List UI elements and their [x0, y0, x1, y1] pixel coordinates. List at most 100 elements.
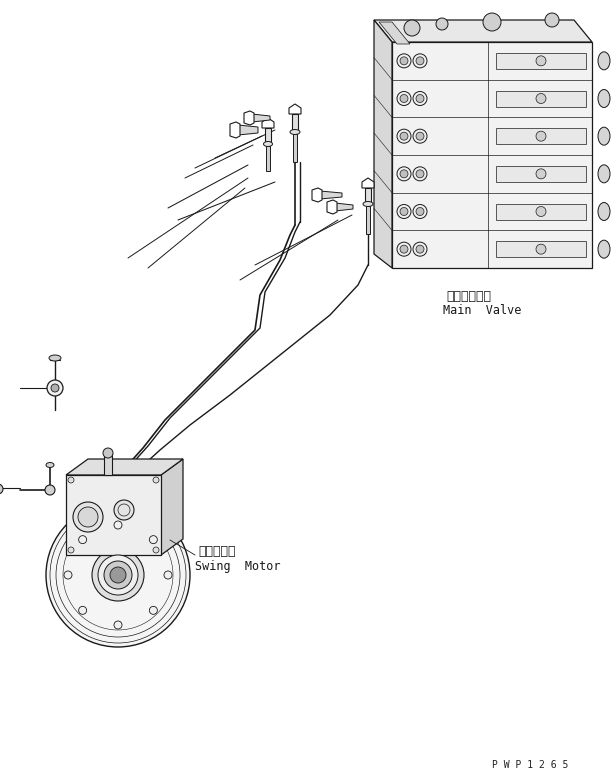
Circle shape	[92, 549, 144, 601]
Circle shape	[400, 207, 408, 215]
Circle shape	[153, 547, 159, 553]
Circle shape	[78, 507, 98, 527]
Polygon shape	[238, 125, 258, 135]
Circle shape	[51, 384, 59, 392]
Circle shape	[98, 555, 138, 595]
Circle shape	[150, 606, 158, 615]
Polygon shape	[292, 114, 298, 130]
Polygon shape	[161, 459, 183, 555]
Circle shape	[46, 503, 190, 647]
Circle shape	[413, 129, 427, 143]
Polygon shape	[312, 188, 322, 202]
Circle shape	[536, 93, 546, 103]
Polygon shape	[262, 118, 274, 128]
Circle shape	[545, 13, 559, 27]
Circle shape	[416, 132, 424, 140]
Polygon shape	[230, 122, 240, 138]
Circle shape	[413, 242, 427, 256]
Circle shape	[73, 502, 103, 532]
Circle shape	[404, 20, 420, 36]
Text: 旋回モータ: 旋回モータ	[198, 545, 235, 558]
Circle shape	[536, 169, 546, 179]
Ellipse shape	[264, 142, 273, 146]
Circle shape	[397, 242, 411, 256]
Bar	[266, 146, 270, 171]
Polygon shape	[66, 459, 183, 475]
Circle shape	[397, 54, 411, 68]
Circle shape	[536, 244, 546, 254]
Polygon shape	[379, 22, 410, 44]
Polygon shape	[374, 20, 392, 268]
Bar	[496, 52, 586, 69]
Circle shape	[164, 571, 172, 579]
Circle shape	[397, 204, 411, 218]
Bar	[496, 241, 586, 257]
Circle shape	[397, 92, 411, 106]
Circle shape	[110, 567, 126, 583]
Text: Swing  Motor: Swing Motor	[195, 560, 281, 573]
Circle shape	[47, 380, 63, 396]
Ellipse shape	[598, 89, 610, 107]
Ellipse shape	[598, 203, 610, 221]
Bar	[496, 128, 586, 144]
Bar	[293, 134, 297, 162]
Bar	[496, 91, 586, 106]
Bar	[366, 206, 370, 234]
Ellipse shape	[49, 355, 61, 361]
Ellipse shape	[598, 52, 610, 70]
Circle shape	[114, 621, 122, 629]
Text: P W P 1 2 6 5: P W P 1 2 6 5	[492, 760, 568, 770]
Circle shape	[397, 129, 411, 143]
Circle shape	[400, 245, 408, 253]
Circle shape	[68, 477, 74, 483]
Ellipse shape	[598, 240, 610, 258]
Circle shape	[536, 207, 546, 217]
Ellipse shape	[598, 127, 610, 145]
Polygon shape	[362, 178, 374, 188]
Polygon shape	[374, 20, 592, 42]
Polygon shape	[335, 203, 353, 211]
Circle shape	[78, 606, 86, 615]
Text: メインバルブ: メインバルブ	[446, 290, 491, 303]
Bar	[496, 204, 586, 219]
Bar	[496, 166, 586, 182]
Ellipse shape	[598, 165, 610, 183]
Circle shape	[536, 56, 546, 66]
Circle shape	[45, 485, 55, 495]
Circle shape	[400, 132, 408, 140]
Polygon shape	[252, 114, 270, 122]
Circle shape	[0, 484, 3, 494]
Circle shape	[68, 547, 74, 553]
Circle shape	[114, 521, 122, 529]
Circle shape	[416, 207, 424, 215]
Circle shape	[416, 245, 424, 253]
Circle shape	[397, 167, 411, 181]
Ellipse shape	[290, 129, 300, 135]
Circle shape	[436, 18, 448, 30]
Circle shape	[416, 57, 424, 65]
Polygon shape	[289, 104, 301, 114]
Circle shape	[413, 54, 427, 68]
Circle shape	[413, 167, 427, 181]
Circle shape	[104, 561, 132, 589]
Circle shape	[413, 204, 427, 218]
Circle shape	[103, 448, 113, 458]
Circle shape	[536, 132, 546, 141]
Polygon shape	[320, 191, 342, 199]
Text: Main  Valve: Main Valve	[443, 304, 522, 317]
Circle shape	[153, 477, 159, 483]
Circle shape	[64, 571, 72, 579]
Circle shape	[483, 13, 501, 31]
Polygon shape	[365, 188, 371, 202]
Polygon shape	[327, 200, 337, 214]
Circle shape	[78, 536, 86, 543]
Circle shape	[416, 170, 424, 178]
Circle shape	[400, 57, 408, 65]
Bar	[66, 475, 161, 555]
Circle shape	[413, 92, 427, 106]
Circle shape	[400, 95, 408, 103]
Polygon shape	[244, 111, 254, 125]
Circle shape	[150, 536, 158, 543]
Ellipse shape	[46, 463, 54, 467]
Circle shape	[400, 170, 408, 178]
